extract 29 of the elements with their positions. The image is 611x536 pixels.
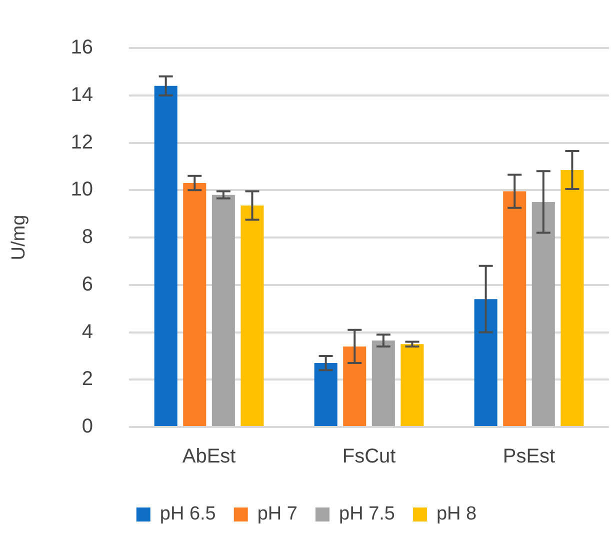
- bar: [343, 346, 366, 426]
- x-tick-label: AbEst: [182, 446, 236, 468]
- bar: [372, 340, 395, 426]
- y-tick-label: 14: [70, 84, 94, 106]
- bar: [560, 170, 584, 426]
- bar: [154, 86, 178, 426]
- bar: [532, 202, 555, 426]
- legend-label: pH 7.5: [339, 504, 395, 525]
- bar: [183, 183, 206, 426]
- bar: [400, 344, 424, 426]
- y-tick-label: 8: [82, 226, 94, 248]
- bar: [503, 191, 526, 426]
- y-tick-label: 16: [70, 36, 94, 59]
- y-tick-label: 6: [82, 273, 94, 296]
- legend-label: pH 6.5: [160, 504, 216, 525]
- y-tick-label: 0: [82, 416, 94, 438]
- x-tick-label: FsCut: [342, 446, 396, 468]
- bar: [212, 194, 235, 426]
- x-tick-label: PsEst: [502, 446, 556, 468]
- bar: [314, 363, 338, 426]
- y-tick-label: 10: [70, 178, 94, 201]
- legend-label: pH 7: [257, 504, 298, 525]
- y-axis-title: U/mg: [8, 214, 30, 260]
- y-tick-label: 4: [82, 320, 94, 343]
- y-tick-label: 12: [70, 131, 94, 154]
- y-tick-label: 2: [82, 368, 94, 390]
- bar: [474, 299, 498, 426]
- bar: [240, 206, 264, 426]
- legend-label: pH 8: [436, 504, 477, 525]
